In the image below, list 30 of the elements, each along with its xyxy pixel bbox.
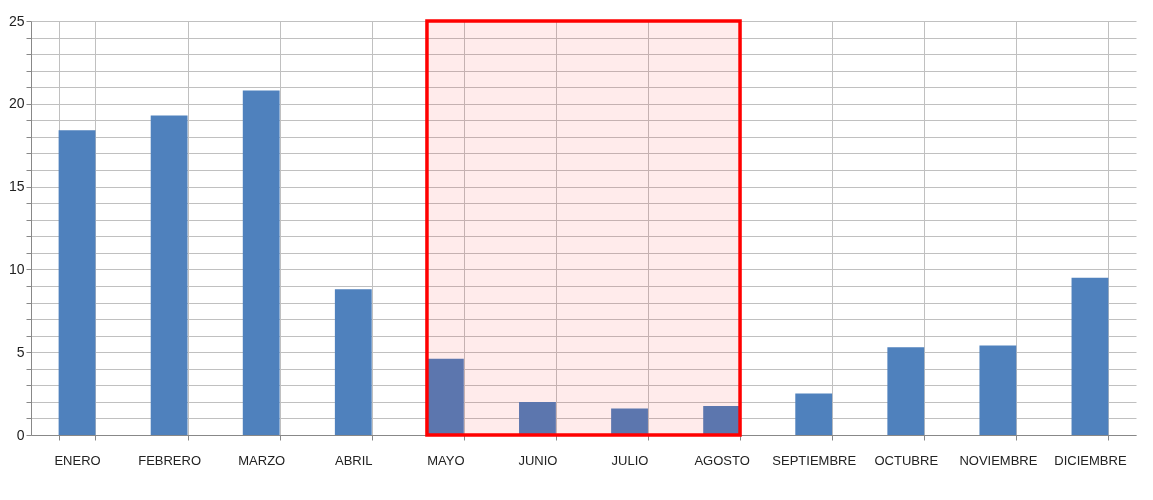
x-tick-label: ENERO xyxy=(54,452,101,468)
y-tick-label: 10 xyxy=(8,260,25,277)
bar xyxy=(519,401,556,435)
bar xyxy=(1071,277,1109,435)
x-tick-label: AGOSTO xyxy=(694,452,750,468)
y-tick-label: 15 xyxy=(8,178,25,195)
y-tick-label: 5 xyxy=(16,343,25,360)
x-tick-label: OCTUBRE xyxy=(874,452,939,468)
x-tick-label: NOVIEMBRE xyxy=(959,452,1038,468)
bar xyxy=(150,115,188,435)
x-tick-label: MARZO xyxy=(238,452,286,468)
x-tick-label: MAYO xyxy=(427,452,465,468)
bar xyxy=(242,90,280,435)
x-tick-label: SEPTIEMBRE xyxy=(772,452,857,468)
bar xyxy=(334,289,372,435)
x-tick-label: JULIO xyxy=(611,452,649,468)
bar xyxy=(58,130,96,435)
x-tick-label: JUNIO xyxy=(518,452,558,468)
x-tick-label: ABRIL xyxy=(335,452,373,468)
bar xyxy=(426,358,464,435)
bar xyxy=(703,406,741,435)
y-tick-label: 0 xyxy=(16,426,25,443)
bar xyxy=(887,347,925,435)
y-tick-label: 20 xyxy=(8,95,25,112)
bar xyxy=(611,408,648,435)
bar xyxy=(795,393,833,435)
x-tick-label: DICIEMBRE xyxy=(1054,452,1127,468)
x-tick-label: FEBRERO xyxy=(138,452,202,468)
y-tick-label: 25 xyxy=(8,12,25,29)
bar xyxy=(979,345,1017,435)
